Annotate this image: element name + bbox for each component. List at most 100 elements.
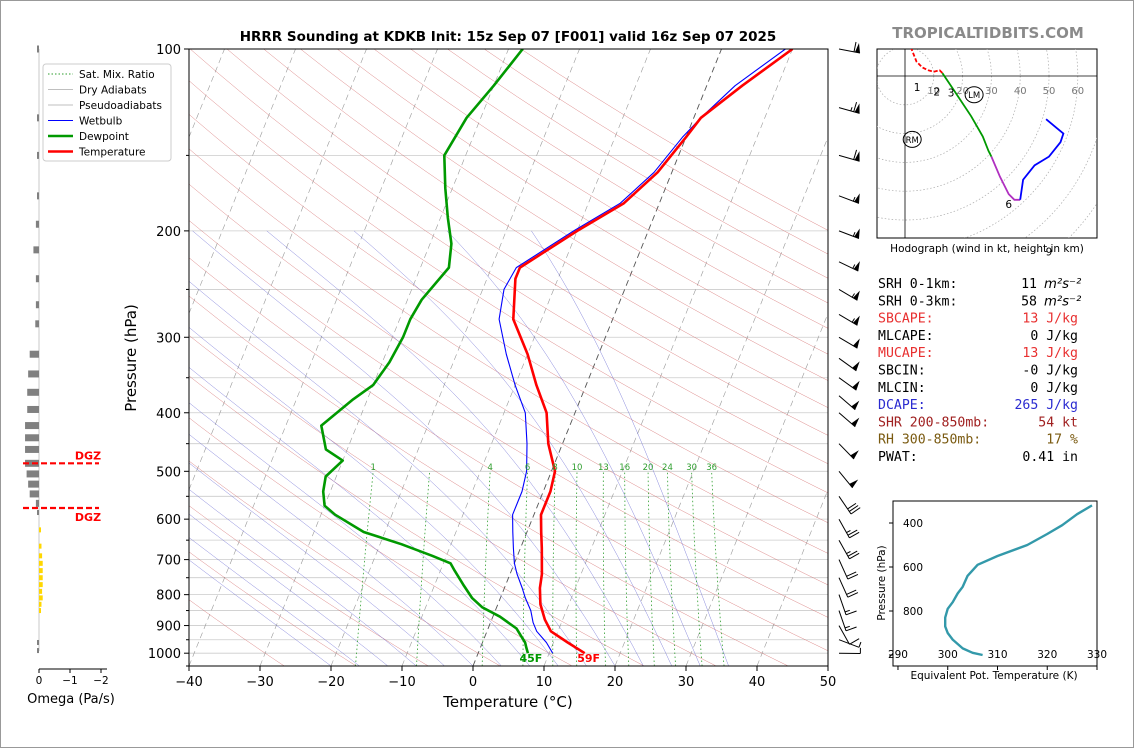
index-value: 0 J/kg xyxy=(1030,329,1078,344)
wind-barb xyxy=(837,353,860,371)
isotherm-line xyxy=(1,49,12,666)
theta-e-y-axis-label: Pressure (hPa) xyxy=(876,545,888,620)
legend-label: Wetbulb xyxy=(79,116,123,128)
omega-bar xyxy=(27,470,39,477)
wind-barb xyxy=(839,42,860,53)
theta-e-y-tick-label: 400 xyxy=(903,518,923,530)
barb-pennant xyxy=(850,448,860,459)
barb-half-flag xyxy=(853,197,855,201)
barb-staff xyxy=(838,640,859,648)
barb-half-flag xyxy=(846,530,850,534)
index-value: 265 J/kg xyxy=(1014,398,1078,413)
legend-label: Sat. Mix. Ratio xyxy=(79,69,155,81)
wind-barb xyxy=(838,309,861,326)
omega-bar xyxy=(39,527,41,532)
wind-barb xyxy=(836,536,859,561)
dry-adiabat-line xyxy=(43,49,1004,666)
omega-bar xyxy=(37,152,39,159)
omega-bar xyxy=(39,575,43,580)
index-value: 17 % xyxy=(1046,433,1078,448)
omega-bar xyxy=(39,561,43,566)
omega-bar xyxy=(25,446,39,453)
barb-pennant xyxy=(852,379,861,390)
barb-staff xyxy=(836,519,853,538)
omega-bar xyxy=(30,351,39,358)
pseudoadiabat-line xyxy=(193,231,615,666)
wind-barb xyxy=(836,467,859,488)
mixing-ratio-line xyxy=(692,471,703,666)
index-value: 11 xyxy=(1021,277,1037,292)
pseudoadiabat-line xyxy=(1,231,388,666)
pseudoadiabat-line xyxy=(447,231,700,666)
barb-half-flag xyxy=(845,625,850,628)
brand-logo-text: TROPICALTIDBITS.COM xyxy=(892,24,1084,42)
mixing-ratio-label: 1 xyxy=(371,463,376,473)
mixing-ratio-label: 24 xyxy=(662,463,673,473)
legend-label: Dewpoint xyxy=(79,131,129,143)
isotherm-line xyxy=(260,49,509,666)
omega-bar xyxy=(39,544,41,549)
omega-bar xyxy=(39,582,43,587)
index-value: 0 J/kg xyxy=(1030,381,1078,396)
skewt-x-axis-label: Temperature (°C) xyxy=(442,693,572,711)
wind-barb xyxy=(837,391,860,410)
index-value: 13 J/kg xyxy=(1022,346,1078,361)
surface-dewpoint-label: 45F xyxy=(519,652,542,665)
y-tick-label: 300 xyxy=(156,331,181,346)
mixing-ratio-label: 16 xyxy=(619,463,630,473)
wind-barb xyxy=(837,439,860,459)
barb-half-flag xyxy=(859,642,861,648)
y-tick-label: 500 xyxy=(156,465,181,480)
wind-barb xyxy=(836,607,857,632)
barb-pennant xyxy=(849,477,859,488)
barb-half-flag xyxy=(851,107,852,111)
x-tick-label: −40 xyxy=(175,675,202,690)
omega-bar xyxy=(37,510,39,515)
index-unit: m²s⁻² xyxy=(1044,277,1082,292)
x-tick-label: −30 xyxy=(246,675,273,690)
series-temperature-line xyxy=(513,49,792,653)
pseudoadiabat-line xyxy=(131,231,587,666)
wind-barb xyxy=(839,101,861,114)
wind-barb xyxy=(838,284,861,301)
omega-bar xyxy=(25,422,39,429)
hodograph-ring-label: 50 xyxy=(1043,86,1056,97)
omega-bar xyxy=(36,221,39,228)
omega-bar xyxy=(28,370,39,377)
barb-half-flag xyxy=(845,609,850,612)
x-tick-label: −10 xyxy=(388,675,415,690)
y-tick-label: 900 xyxy=(156,620,181,635)
wind-barb xyxy=(837,408,860,427)
mixing-ratio-line xyxy=(417,471,430,666)
wind-barb xyxy=(838,225,860,238)
omega-bar xyxy=(27,406,39,413)
theta-e-x-tick-label: 330 xyxy=(1087,649,1107,661)
omega-bar xyxy=(27,389,39,396)
y-tick-label: 1000 xyxy=(148,647,181,662)
omega-bar xyxy=(37,648,39,653)
mixing-ratio-label: 4 xyxy=(487,463,492,473)
pseudoadiabat-line xyxy=(1,231,445,666)
theta-e-y-tick-label: 800 xyxy=(903,606,923,618)
chart-title: HRRR Sounding at KDKB Init: 15z Sep 07 [… xyxy=(240,29,777,45)
wind-barbs xyxy=(836,42,862,657)
pseudoadiabat-line xyxy=(1,231,416,666)
wind-barb xyxy=(836,491,860,515)
omega-bar xyxy=(39,553,42,558)
barb-staff xyxy=(836,611,850,631)
hodograph-height-label: 2 xyxy=(933,86,940,98)
index-value: 13 J/kg xyxy=(1022,312,1078,327)
omega-bar xyxy=(39,589,42,594)
barb-pennant xyxy=(851,416,860,427)
omega-bar xyxy=(37,640,39,645)
barb-flag xyxy=(854,42,856,52)
barb-pennant xyxy=(852,360,861,371)
index-value: -0 J/kg xyxy=(1022,364,1078,379)
omega-bar xyxy=(35,320,39,327)
mixing-ratio-line xyxy=(553,471,555,666)
x-tick-label: 20 xyxy=(607,675,624,690)
y-tick-label: 700 xyxy=(156,554,181,569)
index-value: 58 xyxy=(1021,294,1037,309)
